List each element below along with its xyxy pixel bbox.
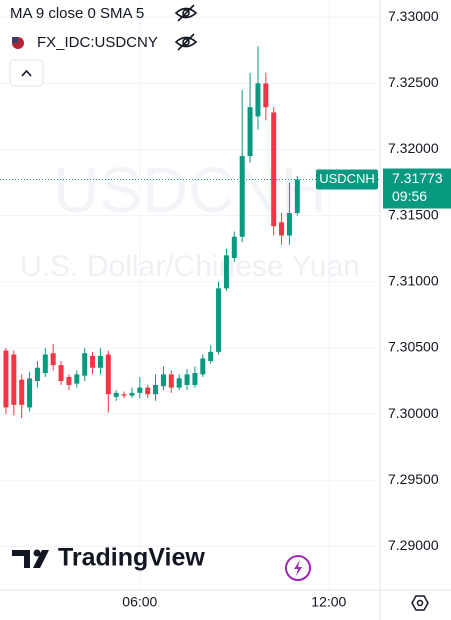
candle-body — [42, 354, 48, 374]
candles-layer — [0, 46, 380, 419]
candle-body — [208, 351, 214, 362]
price-tag-label: 7.31773 — [392, 170, 443, 186]
logo-mark — [33, 550, 49, 568]
candle-body — [255, 83, 261, 117]
candle-body — [19, 379, 25, 405]
candle-body — [294, 179, 300, 213]
symbol-tag-label: USDCNH — [319, 171, 375, 186]
candle-body — [184, 374, 190, 385]
candle-body — [121, 394, 127, 396]
candle-body — [168, 374, 174, 388]
x-tick-label: 06:00 — [122, 594, 157, 610]
candle-body — [153, 384, 159, 395]
candle-body — [160, 374, 166, 387]
tradingview-logo: TradingView — [12, 544, 205, 572]
candle-body — [50, 353, 56, 366]
candle-body — [34, 367, 40, 381]
candle-body — [145, 387, 151, 395]
candle-body — [11, 354, 17, 405]
y-tick-label: 7.31000 — [388, 272, 439, 288]
candle-body — [263, 83, 269, 108]
candle-body — [223, 255, 229, 289]
candle-body — [74, 374, 80, 384]
background-layer: USDCNH U.S. Dollar/Chinese Yuan — [20, 154, 360, 283]
price-tag — [383, 168, 451, 209]
countdown-label: 09:56 — [392, 188, 427, 204]
y-tick-label: 7.32500 — [388, 74, 439, 90]
candle-body — [216, 288, 222, 352]
candle-body — [58, 365, 64, 381]
x-tick-label: 12:00 — [311, 594, 346, 610]
legend: MA 9 close 0 SMA 5 FX_IDC:USDCNY — [9, 4, 198, 87]
indicator-label: MA 9 close 0 SMA 5 — [10, 5, 144, 22]
candle-body — [66, 377, 72, 385]
candle-body — [271, 112, 277, 227]
watermark-symbol: USDCNH — [53, 154, 327, 226]
candle-body — [82, 353, 88, 376]
logo-dot — [33, 549, 41, 557]
candle-body — [105, 354, 111, 395]
candle-body — [247, 107, 253, 157]
candle-body — [3, 350, 9, 408]
candle-body — [231, 236, 237, 258]
symbol-tag — [316, 169, 378, 190]
flag-canton — [12, 37, 18, 43]
candle-body — [200, 358, 206, 375]
lightning-icon[interactable] — [285, 555, 311, 581]
settings-icon[interactable] — [411, 595, 429, 611]
y-tick-label: 7.29500 — [388, 471, 439, 487]
candle-body — [97, 355, 103, 368]
candle-body — [279, 222, 285, 236]
y-tick-label: 7.29000 — [388, 537, 439, 553]
candle-body — [192, 373, 198, 385]
y-tick-label: 7.30000 — [388, 405, 439, 421]
y-tick-label: 7.32000 — [388, 140, 439, 156]
compare-symbol-label: FX_IDC:USDCNY — [37, 34, 158, 51]
candle-body — [113, 392, 119, 397]
y-tick-label: 7.30500 — [388, 339, 439, 355]
grid-layer — [0, 0, 380, 590]
collapse-button[interactable] — [9, 59, 44, 87]
candle-body — [286, 212, 292, 236]
eye-off-icon[interactable] — [174, 4, 198, 22]
logo-mark — [12, 550, 30, 568]
y-tick-label: 7.33000 — [388, 8, 439, 24]
caret-icon — [21, 69, 32, 77]
candle-body — [129, 392, 135, 396]
candle-body — [90, 355, 96, 368]
candle-body — [27, 378, 33, 408]
y-tick-label: 7.31500 — [388, 206, 439, 222]
watermark-description: U.S. Dollar/Chinese Yuan — [20, 250, 360, 283]
eye-off-icon[interactable] — [174, 33, 198, 51]
candle-body — [137, 387, 143, 393]
candle-body — [239, 156, 245, 237]
brand-label: TradingView — [58, 544, 205, 572]
candle-body — [176, 378, 182, 388]
